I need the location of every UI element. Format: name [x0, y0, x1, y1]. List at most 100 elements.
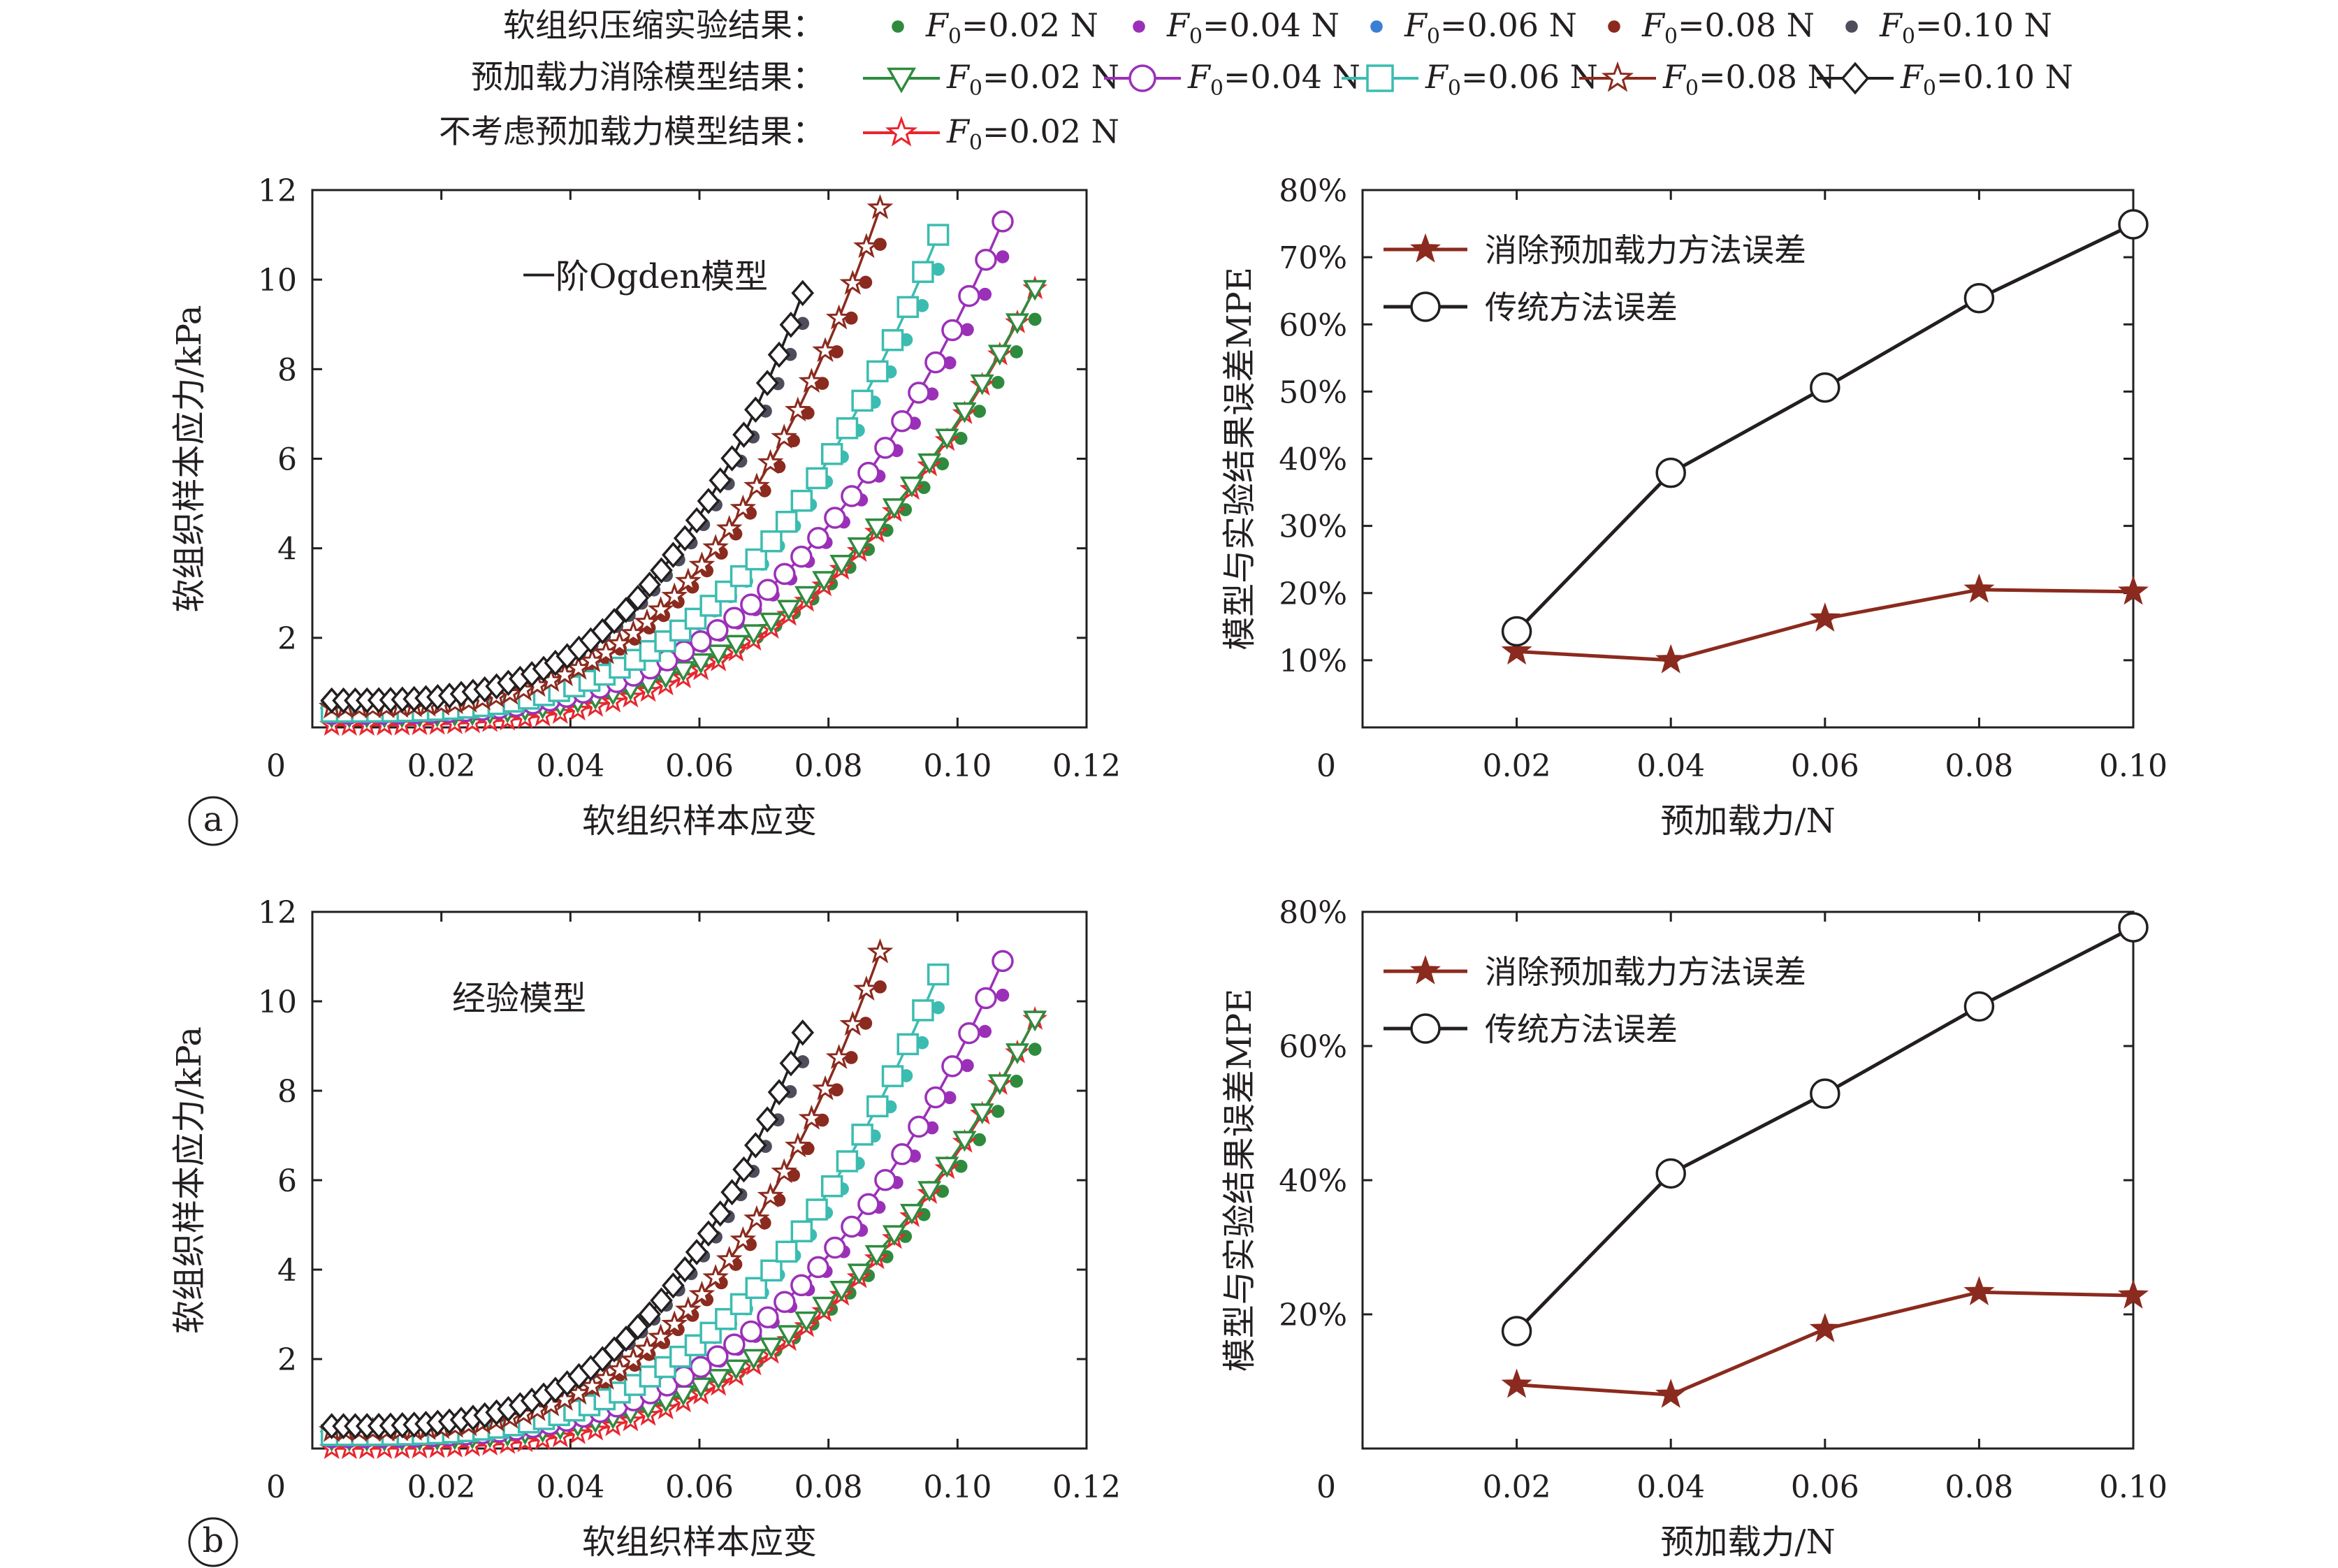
model-point [702, 534, 729, 559]
model-point [1023, 280, 1047, 301]
model-point [767, 341, 791, 368]
model-point [881, 329, 904, 351]
model-point [1023, 1010, 1047, 1032]
model-point [798, 1104, 825, 1130]
model-point [743, 1205, 770, 1231]
model-point [757, 449, 784, 474]
model-point [794, 1311, 819, 1333]
y-tick-label: 8 [277, 1074, 297, 1110]
series-point [1655, 457, 1686, 488]
model-point [896, 296, 919, 319]
model-point [824, 507, 846, 529]
experiment-point [859, 1017, 873, 1030]
model-point [992, 210, 1014, 233]
x-tick-label: 0 [1316, 1469, 1336, 1505]
model-point [836, 417, 859, 440]
model-point [626, 1314, 650, 1340]
legend-entry-label: F0=0.04 N [1166, 6, 1339, 49]
y-tick-label: 40% [1279, 442, 1347, 478]
series-point [1809, 602, 1840, 632]
model-point [689, 653, 713, 674]
model-point [807, 1256, 829, 1279]
y-tick-label: 60% [1279, 1029, 1347, 1065]
legend-entry-label: F0=0.10 N [1879, 6, 2052, 49]
legend-entry-label: F0=0.06 N [1425, 58, 1598, 101]
model-point [899, 1203, 924, 1225]
experiment-point [1010, 1075, 1023, 1088]
x-axis-title: 软组织样本应变 [582, 1523, 817, 1562]
legend-entry: F0=0.10 N [1845, 6, 2052, 49]
model-point [839, 1010, 866, 1036]
model-point [662, 542, 685, 568]
experiment-point [873, 980, 887, 994]
experiment-point [899, 1230, 913, 1243]
model-point [857, 461, 880, 484]
model-point [706, 619, 729, 641]
experiment-point [978, 287, 992, 301]
model-point [614, 1326, 638, 1352]
legend-marker-icon [1409, 954, 1442, 985]
model-point [791, 1019, 815, 1046]
model-label: 经验模型 [452, 979, 586, 1018]
model-point [744, 1132, 767, 1159]
model-point [941, 1055, 964, 1077]
legend-entry: F0=0.06 N [1370, 6, 1577, 49]
model-point [784, 396, 811, 422]
model-point [650, 1287, 673, 1314]
series-point [2117, 1279, 2149, 1309]
model-point [743, 472, 770, 498]
model-point [729, 494, 757, 520]
model-point [825, 1043, 852, 1069]
panel-badge: b [203, 1521, 224, 1560]
model-point [970, 1103, 994, 1124]
y-tick-label: 10 [258, 263, 297, 298]
model-point [924, 351, 947, 374]
model-point [775, 510, 798, 533]
x-tick-label: 0 [266, 1469, 286, 1505]
model-point [864, 1244, 889, 1266]
y-tick-label: 10% [1279, 644, 1347, 679]
experiment-point [915, 298, 929, 312]
model-point [724, 1359, 748, 1381]
model-point [917, 453, 942, 474]
model-point [745, 548, 768, 571]
model-point [784, 1132, 811, 1158]
series-line [1515, 222, 2135, 633]
legend-marker-icon [1409, 233, 1442, 263]
x-tick-label: 0.02 [1483, 748, 1551, 784]
model-point [864, 518, 889, 539]
model-point [685, 1239, 709, 1265]
series-legend-label: 消除预加载力方法误差 [1485, 231, 1806, 269]
x-tick-label: 0.02 [407, 748, 476, 784]
model-point [812, 571, 836, 593]
y-axis-title: 软组织样本应力/kPa [170, 305, 209, 612]
experiment-point [931, 263, 945, 276]
legend-dot-icon [1608, 20, 1620, 33]
model-point [924, 1086, 947, 1109]
model-point [759, 1337, 783, 1359]
model-point [987, 344, 1012, 366]
x-tick-label: 0.08 [794, 748, 863, 784]
model-point [807, 527, 829, 549]
x-tick-label: 0.08 [1945, 1469, 2013, 1505]
legend-marker-icon [1601, 61, 1634, 92]
model-point [874, 1168, 896, 1191]
model-point [866, 938, 894, 964]
model-point [689, 1377, 713, 1399]
model-point [723, 607, 746, 630]
legend-entry-label: F0=0.06 N [1404, 6, 1577, 49]
model-point [716, 1245, 743, 1271]
y-tick-label: 6 [277, 442, 297, 478]
model-point [779, 1050, 803, 1077]
y-tick-label: 4 [277, 1253, 297, 1288]
legend-entry: F0=0.02 N [863, 112, 1119, 155]
x-tick-label: 0.10 [923, 748, 992, 784]
model-point [638, 571, 661, 598]
model-point [1005, 1043, 1029, 1064]
model-point [857, 1193, 880, 1216]
experiment-point [978, 1024, 992, 1038]
experiment-point [1010, 345, 1023, 358]
model-point [806, 467, 828, 490]
model-point [732, 421, 755, 448]
model-label: 一阶Ogden模型 [522, 257, 768, 296]
